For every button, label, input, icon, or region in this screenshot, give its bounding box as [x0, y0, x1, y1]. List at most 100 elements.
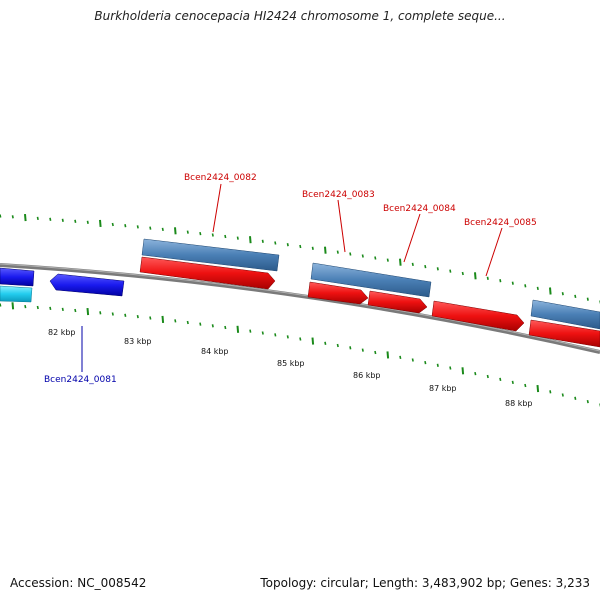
- tick-label-86kbp: 86 kbp: [353, 371, 381, 380]
- gene-bar-0083-0084[interactable]: [310, 262, 432, 298]
- outer-tick-mark: [211, 233, 214, 237]
- cds-arrow-0086[interactable]: [528, 319, 600, 348]
- leader-line-0082: [212, 183, 222, 233]
- outer-tick-mark: [149, 226, 152, 230]
- tick-label-84kbp: 84 kbp: [201, 347, 229, 356]
- inner-tick-mark: [236, 325, 240, 333]
- gene-bar-0086[interactable]: [530, 299, 600, 330]
- inner-tick-mark: [524, 383, 527, 388]
- cds-arrow-0084[interactable]: [367, 290, 428, 314]
- inner-tick-mark: [111, 312, 114, 316]
- inner-tick-mark: [286, 335, 289, 339]
- map-title: Burkholderia cenocepacia HI2424 chromoso…: [94, 9, 506, 23]
- inner-tick-mark: [361, 348, 364, 352]
- inner-tick-mark: [274, 333, 277, 337]
- inner-tick-mark: [311, 337, 315, 345]
- cds-arrow-0085[interactable]: [431, 300, 525, 332]
- outer-tick-mark: [561, 292, 564, 296]
- inner-tick-mark: [61, 307, 64, 312]
- outer-tick-mark: [549, 287, 552, 295]
- outer-tick-mark: [136, 225, 139, 229]
- gene-label-0083[interactable]: Bcen2424_0083: [302, 190, 375, 200]
- inner-tick-mark: [299, 337, 302, 341]
- inner-tick-mark: [0, 303, 2, 307]
- inner-tick-mark: [549, 390, 552, 394]
- outer-tick-mark: [249, 236, 252, 244]
- genome-backbone-highlight: [0, 263, 600, 352]
- inner-tick-mark: [461, 367, 465, 375]
- tick-label-85kbp: 85 kbp: [277, 359, 305, 368]
- leader-line-0083: [337, 199, 346, 253]
- outer-tick-mark: [324, 246, 327, 254]
- gene-label-0082[interactable]: Bcen2424_0082: [184, 173, 257, 183]
- outer-tick-mark: [111, 222, 114, 227]
- inner-tick-mark: [511, 380, 514, 385]
- inner-tick-mark: [24, 304, 27, 309]
- inner-tick-mark: [386, 351, 390, 359]
- inner-tick-mark: [336, 343, 339, 348]
- gene-label-0081[interactable]: Bcen2424_0081: [44, 375, 117, 385]
- outer-tick-mark: [374, 256, 377, 260]
- outer-tick-mark: [361, 254, 364, 258]
- outer-tick-mark: [586, 297, 589, 301]
- outer-tick-mark: [24, 214, 27, 222]
- inner-tick-mark: [536, 385, 540, 393]
- inner-tick-mark: [436, 363, 439, 367]
- outer-tick-mark: [74, 219, 77, 223]
- cds-arrow-0083[interactable]: [307, 281, 369, 305]
- outer-tick-mark: [436, 267, 439, 271]
- inner-tick-mark: [561, 393, 564, 397]
- inner-tick-mark: [249, 329, 252, 333]
- outer-tick-mark: [311, 246, 314, 250]
- inner-tick-mark: [36, 305, 39, 310]
- tick-label-83kbp: 83 kbp: [124, 337, 152, 346]
- cds-arrow-0082[interactable]: [139, 256, 276, 290]
- tick-label-87kbp: 87 kbp: [429, 384, 457, 393]
- tick-label-82kbp: 82 kbp: [48, 328, 76, 337]
- outer-tick-mark: [224, 234, 227, 239]
- reverse-gene-arrow[interactable]: [0, 285, 33, 303]
- outer-tick-mark: [524, 284, 527, 288]
- inner-tick-mark: [199, 322, 202, 326]
- inner-tick-mark: [186, 320, 189, 325]
- tick-marks: [0, 214, 600, 407]
- outer-tick-mark: [386, 258, 389, 262]
- gene-bar-0082[interactable]: [141, 238, 280, 272]
- outer-tick-mark: [86, 220, 89, 224]
- inner-tick-mark: [11, 302, 15, 310]
- inner-tick-mark: [136, 314, 139, 319]
- inner-tick-mark: [161, 315, 165, 323]
- outer-tick-mark: [286, 243, 289, 247]
- outer-tick-mark: [236, 236, 239, 240]
- genome-backbone: [0, 263, 600, 354]
- outer-tick-mark: [499, 279, 502, 283]
- reverse-cds-arrow-0081[interactable]: [49, 273, 125, 297]
- outer-tick-mark: [0, 214, 2, 218]
- outer-tick-mark: [161, 227, 164, 232]
- outer-tick-mark: [511, 281, 514, 285]
- gene-label-0084[interactable]: Bcen2424_0084: [383, 204, 456, 214]
- inner-tick-mark: [99, 311, 102, 315]
- outer-tick-mark: [349, 252, 352, 256]
- outer-tick-mark: [574, 294, 577, 299]
- inner-tick-mark: [424, 360, 427, 365]
- reverse-cds-arrow[interactable]: [0, 267, 35, 287]
- outer-tick-mark: [261, 239, 264, 243]
- outer-tick-mark: [11, 215, 14, 219]
- inner-tick-mark: [149, 316, 152, 320]
- inner-tick-mark: [49, 306, 52, 311]
- outer-tick-mark: [449, 269, 452, 273]
- outer-tick-mark: [461, 271, 464, 276]
- inner-tick-mark: [586, 399, 589, 404]
- outer-tick-mark: [399, 258, 402, 266]
- outer-tick-mark: [36, 216, 39, 221]
- gene-label-0085[interactable]: Bcen2424_0085: [464, 218, 537, 228]
- inner-tick-mark: [174, 319, 177, 323]
- accession-label: Accession: NC_008542: [10, 576, 147, 590]
- inner-tick-mark: [261, 331, 264, 335]
- inner-tick-mark: [449, 366, 452, 370]
- leader-line-0084: [403, 213, 421, 263]
- inner-tick-mark: [349, 346, 352, 350]
- tick-label-88kbp: 88 kbp: [505, 399, 533, 408]
